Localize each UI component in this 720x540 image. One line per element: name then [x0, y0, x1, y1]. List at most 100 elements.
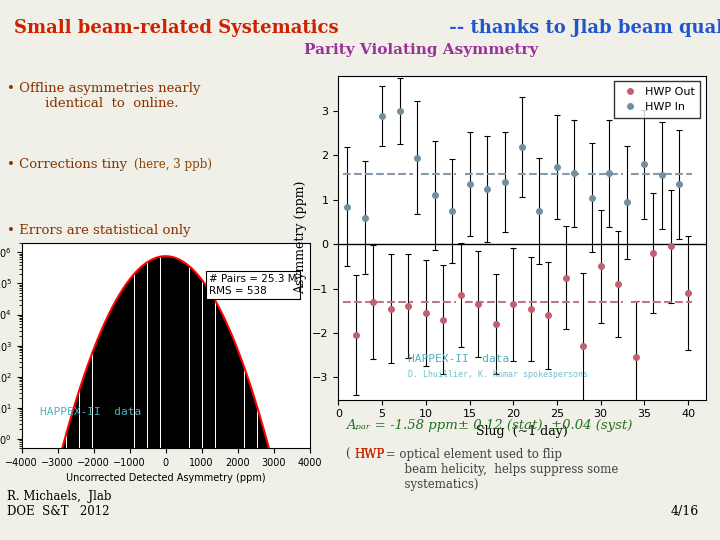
- Text: 4/16: 4/16: [670, 505, 698, 518]
- Bar: [103, 326, 104, 540]
- Bar: [202, 282, 204, 540]
- Bar: [227, 326, 228, 540]
- Bar: [239, 354, 240, 540]
- Bar: [129, 280, 130, 540]
- Bar: [204, 284, 205, 540]
- Bar: [94, 347, 95, 540]
- Bar: [201, 280, 202, 540]
- Bar: [182, 261, 184, 540]
- Bar: [184, 262, 185, 540]
- Bar: [156, 258, 158, 540]
- Bar: [81, 383, 82, 540]
- Bar: [225, 322, 227, 540]
- Bar: [150, 260, 152, 540]
- Bar: [222, 316, 224, 540]
- Bar: [78, 392, 79, 540]
- Bar: [259, 415, 261, 540]
- Bar: [140, 267, 142, 540]
- Bar: [72, 410, 73, 540]
- Bar: [253, 396, 255, 540]
- Text: • Corrections tiny: • Corrections tiny: [7, 158, 132, 171]
- Bar: [62, 446, 63, 540]
- Bar: [110, 310, 112, 540]
- Bar: [65, 436, 66, 540]
- Bar: [188, 266, 189, 540]
- Bar: [211, 295, 212, 540]
- Bar: [230, 333, 231, 540]
- Bar: [165, 256, 166, 540]
- Bar: [107, 316, 109, 540]
- Bar: [161, 256, 162, 540]
- Text: (: (: [346, 448, 350, 461]
- Bar: [168, 256, 169, 540]
- Text: HWP: HWP: [354, 448, 384, 461]
- Bar: [252, 392, 253, 540]
- Bar: [251, 387, 252, 540]
- Text: HAPPEX-II  data: HAPPEX-II data: [408, 354, 510, 364]
- Bar: [85, 370, 86, 540]
- Text: -- thanks to Jlab beam quality: -- thanks to Jlab beam quality: [443, 19, 720, 37]
- Y-axis label: Asymmetry (ppm): Asymmetry (ppm): [294, 181, 307, 294]
- Bar: [221, 314, 222, 540]
- Bar: [268, 446, 269, 540]
- Text: R. Michaels,  Jlab
DOE  S&T   2012: R. Michaels, Jlab DOE S&T 2012: [7, 490, 112, 518]
- Bar: [220, 310, 221, 540]
- Bar: [215, 302, 217, 540]
- Text: Aₚₐᵣ = -1.58 ppm± 0.12 (stat)  ±0.04 (syst): Aₚₐᵣ = -1.58 ppm± 0.12 (stat) ±0.04 (sys…: [346, 418, 632, 431]
- Bar: [142, 266, 143, 540]
- Bar: [195, 273, 197, 540]
- Bar: [169, 256, 171, 540]
- Bar: [120, 292, 122, 540]
- Bar: [207, 288, 208, 540]
- Text: Small beam-related Systematics: Small beam-related Systematics: [14, 19, 339, 37]
- Bar: [217, 305, 218, 540]
- Bar: [125, 286, 126, 540]
- Bar: [191, 268, 192, 540]
- Bar: [194, 271, 195, 540]
- Text: HAPPEX-II  data: HAPPEX-II data: [40, 407, 141, 417]
- Bar: [100, 333, 102, 540]
- Bar: [93, 350, 94, 540]
- Bar: [116, 300, 117, 540]
- Bar: [172, 257, 174, 540]
- Bar: [233, 340, 234, 540]
- Bar: [171, 256, 172, 540]
- Bar: [136, 271, 138, 540]
- Bar: [71, 415, 72, 540]
- Bar: [146, 262, 148, 540]
- Bar: [198, 276, 199, 540]
- Text: Parity Violating Asymmetry: Parity Violating Asymmetry: [304, 43, 539, 57]
- Bar: [242, 362, 243, 540]
- Bar: [255, 401, 256, 540]
- Text: • Errors are statistical only: • Errors are statistical only: [7, 224, 191, 237]
- Bar: [73, 406, 75, 540]
- Text: D. Lhuillier, K. Kumar spokespersons: D. Lhuillier, K. Kumar spokespersons: [408, 370, 588, 380]
- Bar: [114, 302, 116, 540]
- Bar: [138, 270, 139, 540]
- Bar: [197, 274, 198, 540]
- Bar: [143, 265, 145, 540]
- Bar: [243, 366, 244, 540]
- Bar: [176, 259, 178, 540]
- Bar: [186, 265, 188, 540]
- Bar: [248, 379, 249, 540]
- X-axis label: Slug  (~1 day): Slug (~1 day): [476, 425, 568, 438]
- Text: (here, 3 ppb): (here, 3 ppb): [134, 158, 212, 171]
- Bar: [228, 329, 230, 540]
- Bar: [153, 259, 155, 540]
- Bar: [126, 284, 127, 540]
- Bar: [123, 288, 125, 540]
- Bar: [265, 436, 266, 540]
- Bar: [205, 286, 207, 540]
- Bar: [218, 308, 220, 540]
- Bar: [246, 374, 248, 540]
- Bar: [84, 374, 85, 540]
- Bar: [236, 347, 237, 540]
- Bar: [178, 259, 179, 540]
- Bar: [145, 264, 146, 540]
- Bar: [127, 282, 129, 540]
- Bar: [208, 290, 210, 540]
- Bar: [258, 410, 259, 540]
- Bar: [117, 297, 119, 540]
- Bar: [158, 257, 159, 540]
